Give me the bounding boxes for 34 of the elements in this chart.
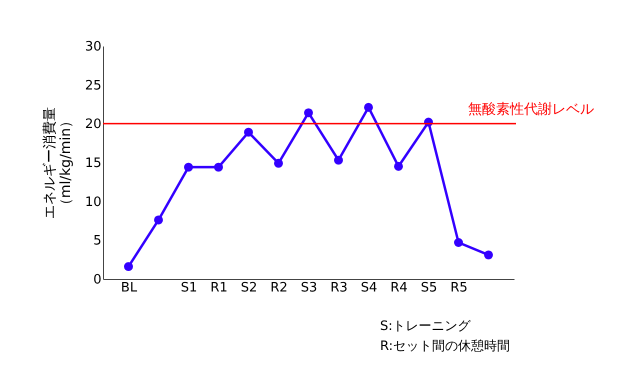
y-tick-label: 20	[84, 117, 102, 132]
text: S:トレーニング	[380, 319, 472, 334]
x-tick-label: S1	[180, 280, 198, 296]
y-tick-label: 10	[84, 194, 102, 210]
x-tick-label: R5	[450, 280, 468, 296]
y-tick-label: 5	[93, 234, 102, 249]
point	[484, 250, 493, 260]
point	[124, 262, 133, 272]
point	[244, 128, 253, 137]
ref-line-label: 無酸素性代謝レベル	[468, 102, 594, 118]
y-tick-label: 15	[84, 156, 102, 171]
x-tick-label: BL	[120, 280, 138, 296]
x-tick-label: S2	[240, 280, 258, 296]
point	[364, 102, 373, 112]
x-tick-label: R2	[270, 280, 288, 296]
x-tick-label: S3	[300, 280, 318, 296]
point	[274, 158, 283, 168]
x-tick-label: S4	[360, 280, 378, 296]
point	[454, 238, 463, 247]
point	[334, 156, 343, 165]
y-tick-label: 30	[84, 40, 102, 54]
point	[214, 162, 223, 172]
x-tick-label: R1	[210, 280, 228, 296]
x-tick-label: S5	[420, 280, 438, 296]
y-tick-label: 0	[93, 272, 102, 288]
point	[304, 108, 313, 118]
point	[394, 162, 403, 171]
x-tick-label: R3	[330, 280, 348, 296]
point	[184, 162, 193, 172]
x-tick-label: R4	[390, 280, 408, 296]
text: R:セット間の休憩時間	[380, 339, 510, 354]
y-axis-title: エネルギー消費量（ml/kg/min）	[42, 107, 74, 219]
point	[154, 216, 163, 224]
y-tick-label: 25	[84, 78, 102, 94]
